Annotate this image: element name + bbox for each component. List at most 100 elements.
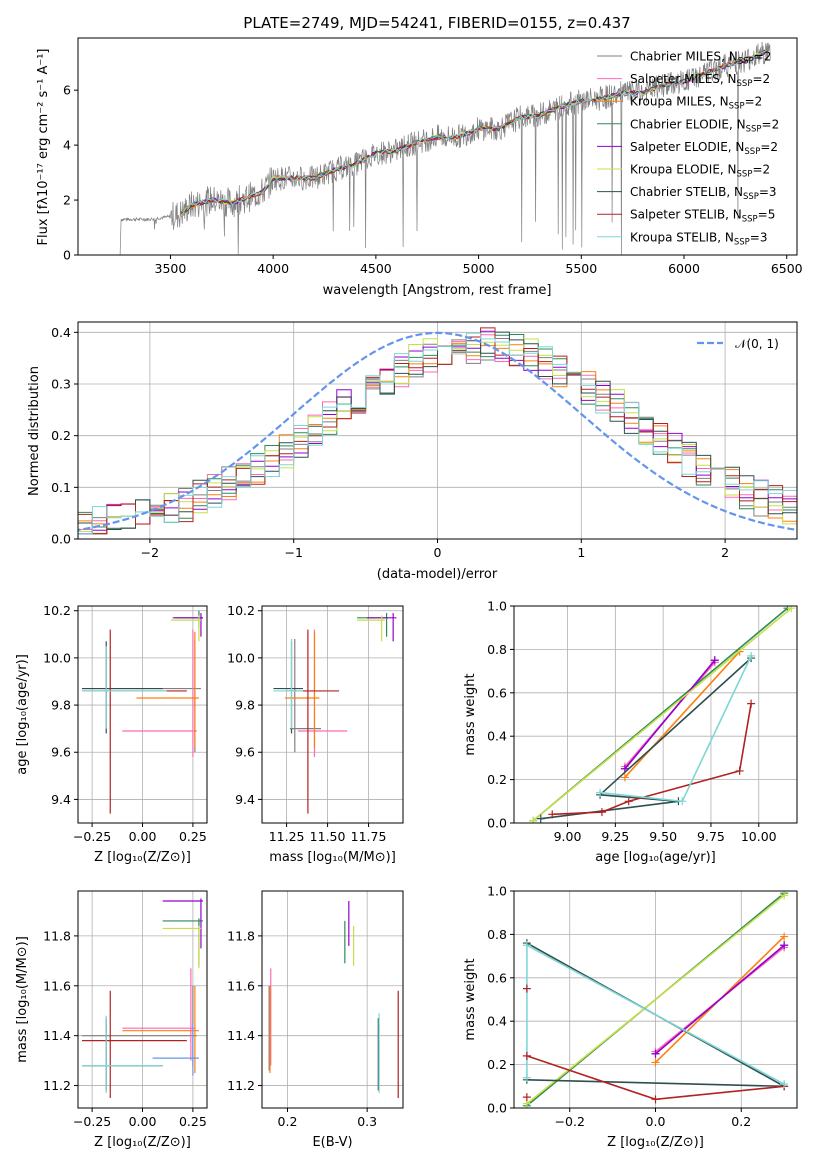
legend-label-chabrier-elodie: Chabrier ELODIE, NSSP=2 bbox=[630, 117, 779, 134]
z-age-x-tick-label: 0.00 bbox=[129, 829, 157, 844]
residuals-x-tick-label: −1 bbox=[284, 545, 302, 560]
age-massweight-y-tick-label: 0.8 bbox=[487, 642, 507, 657]
age-massweight-y-tick-label: 1.0 bbox=[487, 599, 507, 614]
z-massweight-x-tick-label: −0.2 bbox=[555, 1114, 585, 1129]
mass-age-y-tick-label: 9.6 bbox=[235, 745, 255, 760]
ebv-mass-y-tick-label: 11.6 bbox=[227, 978, 255, 993]
residual-histogram-salpeter-stelib bbox=[78, 327, 797, 535]
massweight-marker-kroupa-stelib bbox=[678, 797, 687, 806]
massweight-line-kroupa-miles bbox=[624, 651, 741, 778]
massweight-line-salpeter-elodie bbox=[624, 659, 716, 770]
massweight-marker-kroupa-stelib bbox=[596, 788, 605, 797]
observed-spectrum-line bbox=[104, 41, 771, 255]
mass-age-panel: 11.25 11.50 11.75 9.4 9.6 9.8 10.0 10.2 mass [lo… bbox=[227, 603, 404, 865]
age-massweight-x-tick-label: 10.00 bbox=[741, 829, 777, 844]
z-age-x-tick-label: 0.25 bbox=[179, 829, 207, 844]
age-massweight-x-tick-label: 9.75 bbox=[697, 829, 725, 844]
z-mass-x-tick-label: −0.25 bbox=[73, 1114, 111, 1129]
spectrum-y-tick-label: 0 bbox=[63, 248, 71, 263]
massweight-marker-salpeter-elodie bbox=[780, 941, 789, 950]
z-massweight-y-tick-label: 0.8 bbox=[487, 927, 507, 942]
z-massweight-y-label: mass weight bbox=[463, 958, 478, 1040]
normal-legend-label: 𝒩(0, 1) bbox=[735, 337, 779, 351]
mass-age-x-label: mass [log₁₀(M/M⊙)] bbox=[269, 850, 396, 865]
spectrum-y-tick-label: 4 bbox=[63, 138, 71, 153]
spectrum-y-tick-label: 2 bbox=[63, 193, 71, 208]
z-age-y-tick-label: 9.8 bbox=[51, 698, 71, 713]
age-massweight-x-tick-label: 9.50 bbox=[649, 829, 677, 844]
mass-age-frame bbox=[261, 605, 404, 824]
legend-label-kroupa-miles: Kroupa MILES, NSSP=2 bbox=[630, 95, 762, 112]
massweight-line-salpeter-elodie bbox=[654, 944, 785, 1055]
mass-age-y-tick-label: 9.4 bbox=[235, 792, 255, 807]
residuals-y-tick-label: 0.1 bbox=[51, 480, 71, 495]
residuals-x-tick-label: 0 bbox=[434, 545, 442, 560]
age-massweight-panel: 9.00 9.25 9.50 9.75 10.00 0.0 0.2 0.4 0.6 0.8 1.0 a… bbox=[463, 599, 798, 865]
ebv-mass-y-tick-label: 11.4 bbox=[227, 1028, 255, 1043]
legend-label-kroupa-elodie: Kroupa ELODIE, NSSP=2 bbox=[630, 163, 770, 180]
z-mass-y-tick-label: 11.6 bbox=[43, 978, 71, 993]
ebv-mass-x-label: E(B-V) bbox=[312, 1135, 352, 1150]
z-mass-x-label: Z [log₁₀(Z/Z⊙)] bbox=[94, 1135, 191, 1150]
z-massweight-y-tick-label: 1.0 bbox=[487, 884, 507, 899]
spectrum-ticks: 3500 4000 4500 5000 5500 6000 6500 0 2 4 6 bbox=[63, 83, 803, 276]
z-age-panel: −0.25 0.00 0.25 9.4 9.6 9.8 10.0 10.2 Z [log₁₀(Z… bbox=[15, 603, 208, 865]
age-massweight-y-tick-label: 0.4 bbox=[487, 729, 507, 744]
spectrum-x-tick-label: 5500 bbox=[565, 261, 597, 276]
z-mass-y-tick-label: 11.8 bbox=[43, 928, 71, 943]
legend-label-chabrier-stelib: Chabrier STELIB, NSSP=3 bbox=[630, 185, 777, 202]
mass-age-y-tick-label: 9.8 bbox=[235, 698, 255, 713]
age-massweight-frame bbox=[513, 605, 798, 824]
z-massweight-x-tick-label: 0.0 bbox=[646, 1114, 666, 1129]
residuals-legend: 𝒩(0, 1) bbox=[697, 337, 779, 351]
residuals-panel: −2 −1 0 1 2 0.0 0.1 0.2 0.3 0.4 (data-model)/erro… bbox=[27, 321, 798, 582]
massweight-line-kroupa-elodie bbox=[532, 607, 792, 822]
z-age-frame bbox=[77, 605, 208, 824]
z-massweight-y-tick-label: 0.6 bbox=[487, 970, 507, 985]
massweight-marker-salpeter-stelib bbox=[651, 1095, 660, 1104]
mass-age-y-tick-label: 10.2 bbox=[227, 603, 255, 618]
massweight-marker-kroupa-stelib bbox=[522, 941, 531, 950]
ebv-mass-data-layer bbox=[268, 900, 399, 1099]
legend-label-salpeter-stelib: Salpeter STELIB, NSSP=5 bbox=[630, 208, 775, 225]
spectrum-title: PLATE=2749, MJD=54241, FIBERID=0155, z=0… bbox=[243, 14, 630, 32]
residuals-y-tick-label: 0.4 bbox=[51, 325, 71, 340]
z-massweight-y-tick-label: 0.2 bbox=[487, 1057, 507, 1072]
legend-label-chabrier-miles: Chabrier MILES, NSSP=2 bbox=[630, 50, 771, 67]
age-massweight-y-tick-label: 0.2 bbox=[487, 772, 507, 787]
legend-label-salpeter-elodie: Salpeter ELODIE, NSSP=2 bbox=[630, 140, 778, 157]
spectrum-panel: PLATE=2749, MJD=54241, FIBERID=0155, z=0… bbox=[36, 14, 803, 298]
spectrum-x-tick-label: 3500 bbox=[155, 261, 187, 276]
massweight-marker-salpeter-stelib bbox=[522, 1093, 531, 1102]
z-mass-y-label: mass [log₁₀(M/M⊙)] bbox=[15, 936, 30, 1063]
z-age-y-label: age [log₁₀(age/yr)] bbox=[15, 654, 30, 775]
residual-histogram-chabrier-stelib bbox=[78, 331, 797, 535]
spectrum-legend: Chabrier MILES, NSSP=2 Salpeter MILES, NS… bbox=[597, 50, 779, 247]
residuals-x-tick-label: −2 bbox=[141, 545, 159, 560]
age-massweight-x-label: age [log₁₀(age/yr)] bbox=[595, 850, 716, 865]
residuals-y-tick-label: 0.3 bbox=[51, 377, 71, 392]
massweight-marker-kroupa-elodie bbox=[780, 891, 789, 900]
z-massweight-panel: −0.2 0.0 0.2 0.0 0.2 0.4 0.6 0.8 1.0 Z [log₁₀(Z/Z… bbox=[463, 884, 798, 1150]
parameter-panels: −0.25 0.00 0.25 9.4 9.6 9.8 10.0 10.2 Z [log₁₀(Z… bbox=[15, 599, 798, 1150]
z-age-x-label: Z [log₁₀(Z/Z⊙)] bbox=[94, 850, 191, 865]
residuals-ticks: −2 −1 0 1 2 0.0 0.1 0.2 0.3 0.4 bbox=[51, 325, 729, 560]
z-mass-x-tick-label: 0.25 bbox=[179, 1114, 207, 1129]
z-age-data-layer bbox=[82, 610, 203, 814]
massweight-marker-chabrier-stelib bbox=[536, 814, 545, 823]
massweight-marker-salpeter-stelib bbox=[522, 1051, 531, 1060]
age-massweight-data-layer bbox=[529, 606, 796, 823]
z-mass-x-tick-label: 0.00 bbox=[129, 1114, 157, 1129]
residuals-x-tick-label: 2 bbox=[721, 545, 729, 560]
spectrum-x-tick-label: 6000 bbox=[668, 261, 700, 276]
z-age-y-tick-label: 9.4 bbox=[51, 792, 71, 807]
ebv-mass-x-tick-label: 0.2 bbox=[278, 1114, 298, 1129]
ebv-mass-y-tick-label: 11.8 bbox=[227, 928, 255, 943]
residual-histogram-salpeter-miles bbox=[78, 334, 797, 530]
z-massweight-data-layer bbox=[522, 891, 789, 1108]
spectrum-y-tick-label: 6 bbox=[63, 83, 71, 98]
massweight-marker-salpeter-stelib bbox=[597, 808, 606, 817]
residuals-x-label: (data-model)/error bbox=[377, 567, 498, 582]
age-massweight-x-tick-label: 9.25 bbox=[601, 829, 629, 844]
